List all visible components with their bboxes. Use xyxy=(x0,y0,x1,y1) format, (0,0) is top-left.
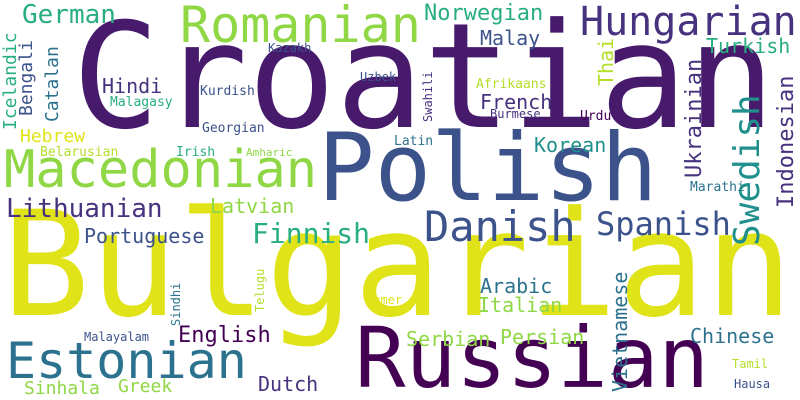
word-irish: Irish xyxy=(176,145,216,160)
word-serbian: Serbian xyxy=(406,327,491,351)
word-urdu: Urdu xyxy=(580,109,612,124)
word-malay: Malay xyxy=(480,26,541,50)
word-icelandic: Icelandic xyxy=(0,32,21,130)
word-telugu: Telugu xyxy=(253,268,267,312)
word-marathi: Marathi xyxy=(690,180,745,195)
word-persian: Persian xyxy=(500,325,585,349)
word-dutch: Dutch xyxy=(258,372,319,396)
word-malayalam: Malayalam xyxy=(84,330,150,344)
word-afrikaans: Afrikaans xyxy=(476,77,547,92)
word-georgian: Georgian xyxy=(202,121,265,136)
word-italian: Italian xyxy=(478,293,563,317)
word-thai: Thai xyxy=(594,37,618,86)
word-finnish: Finnish xyxy=(252,217,371,250)
word-russian: Russian xyxy=(355,309,710,400)
word-hindi: Hindi xyxy=(102,74,163,98)
word-romanian: Romanian xyxy=(180,0,421,54)
word-danish: Danish xyxy=(424,202,576,251)
word-catalan: Catalan xyxy=(42,46,63,122)
word-khmer: Khmer xyxy=(366,293,403,307)
word-croatian: Croatian xyxy=(72,0,776,162)
word-english: English xyxy=(178,323,271,348)
word-german: German xyxy=(22,0,116,30)
word-spanish: Spanish xyxy=(596,205,731,243)
word-french: French xyxy=(480,90,553,114)
word-swedish: Swedish xyxy=(727,94,768,246)
word-burmese: Burmese xyxy=(490,107,541,121)
word-hungarian: Hungarian xyxy=(580,0,797,45)
word-macedonian: Macedonian xyxy=(4,140,318,200)
word-greek: Greek xyxy=(118,376,173,397)
word-polish: Polish xyxy=(318,114,658,223)
word-tamil: Tamil xyxy=(732,357,769,371)
word-arabic: Arabic xyxy=(480,274,553,298)
word-estonian: Estonian xyxy=(6,332,247,390)
word-turkish: Turkish xyxy=(706,34,791,58)
word-sindhi: Sindhi xyxy=(169,282,183,326)
word-kurdish: Kurdish xyxy=(200,84,255,99)
word-swahili: Swahili xyxy=(421,71,435,122)
word-lithuanian: Lithuanian xyxy=(6,194,163,224)
word-bulgarian: Bulgarian xyxy=(2,180,794,350)
word-chinese: Chinese xyxy=(690,324,775,348)
word-uzbek: Uzbek xyxy=(360,70,397,84)
word-latin: Latin xyxy=(394,134,434,149)
word-hausa: Hausa xyxy=(734,377,771,391)
word-kazakh: Kazakh xyxy=(268,41,312,55)
word-vietnamese: Vietnamese xyxy=(608,271,632,392)
word-amharic: Amharic xyxy=(246,146,293,159)
word-indonesian: Indonesian xyxy=(774,75,799,208)
word-ukrainian: Ukrainian xyxy=(682,58,707,178)
word-hebrew: Hebrew xyxy=(20,126,86,147)
word-korean: Korean xyxy=(534,133,607,157)
word-malagasy: Malagasy xyxy=(110,95,173,110)
word-latvian: Latvian xyxy=(210,194,295,218)
word-portuguese: Portuguese xyxy=(84,224,205,248)
word-norwegian: Norwegian xyxy=(424,1,544,26)
word-belarusian: Belarusian xyxy=(40,145,119,160)
word-sinhala: Sinhala xyxy=(24,378,100,399)
